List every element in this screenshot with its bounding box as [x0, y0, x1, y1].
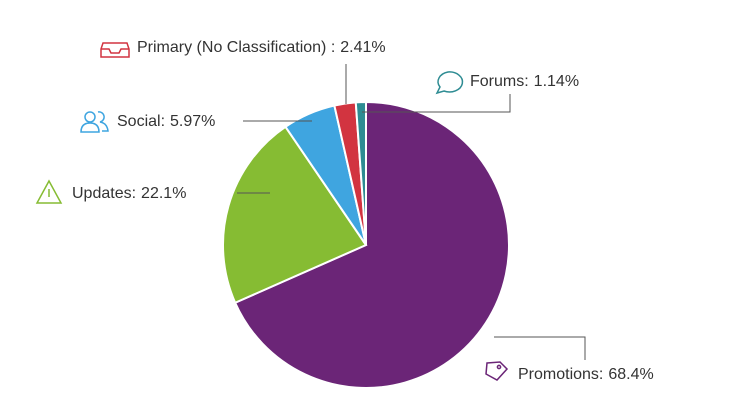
leader-line: [494, 336, 586, 360]
tag-icon-hole: [496, 364, 502, 370]
slice-label: Promotions: 68.4%: [518, 366, 654, 383]
slice-label: Forums: 1.14%: [470, 73, 579, 90]
category-name: Forums:: [470, 73, 529, 90]
category-name: Primary (No Classification) :: [137, 39, 335, 56]
pie-slice: [233, 100, 510, 389]
value-label: 2.41%: [340, 39, 385, 56]
pie-slice: [222, 125, 368, 305]
tag-icon: [485, 361, 509, 381]
slice-label: Primary (No Classification) : 2.41%: [137, 39, 386, 56]
icons: [35, 42, 509, 381]
pie: [222, 100, 510, 389]
value-label: 5.97%: [170, 113, 215, 130]
people-icon: [84, 111, 96, 123]
labels: Promotions: 68.4% Updates: 22.1% Social: 5.97…: [72, 39, 654, 383]
leader-lines: [237, 64, 586, 360]
value-label: 1.14%: [534, 73, 579, 90]
slice-label: Updates: 22.1%: [72, 185, 186, 202]
category-name: Promotions:: [518, 366, 603, 383]
chat-icon: [435, 71, 464, 95]
slice-label: Social: 5.97%: [117, 113, 215, 130]
warning-icon: [35, 179, 63, 204]
value-label: 68.4%: [608, 366, 653, 383]
category-name: Social:: [117, 113, 165, 130]
people-icon: [80, 122, 100, 133]
people-icon: [97, 111, 109, 132]
leader-line: [362, 94, 511, 113]
pie-slice: [354, 100, 367, 246]
inbox-icon: [100, 42, 130, 58]
category-name: Updates:: [72, 185, 136, 202]
value-label: 22.1%: [141, 185, 186, 202]
